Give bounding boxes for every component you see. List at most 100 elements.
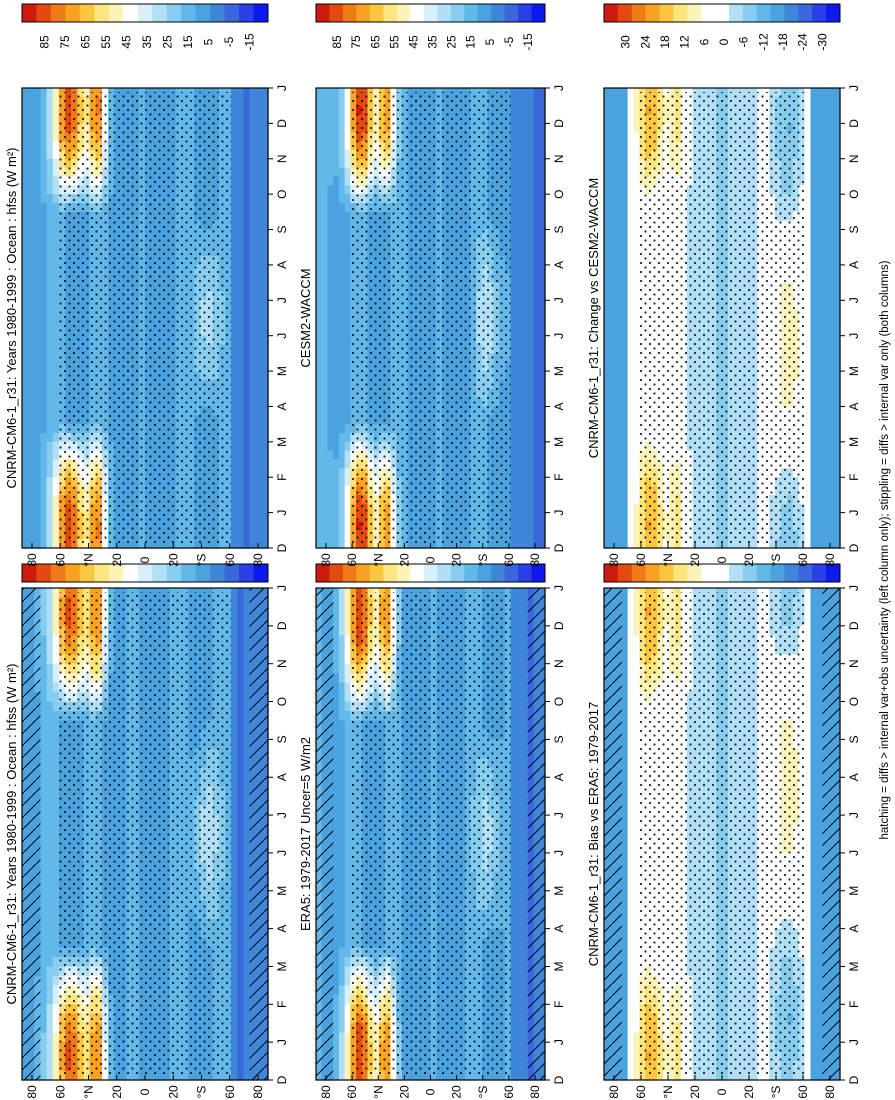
heatmap-cell [40, 692, 48, 703]
heatmap-cell [249, 521, 257, 531]
heatmap-cell [34, 494, 42, 505]
heatmap-cell [40, 291, 48, 301]
heatmap-cell [40, 1004, 48, 1015]
heatmap-cell [338, 767, 346, 778]
heatmap-cell [261, 503, 269, 514]
heatmap-cell [46, 777, 54, 788]
heatmap-cell [34, 477, 42, 487]
heatmap-cell [40, 185, 48, 195]
heatmap-cell [40, 1070, 48, 1081]
heatmap-cell [28, 123, 35, 133]
month-tick-label: J [275, 1039, 289, 1045]
heatmap-cell [28, 220, 35, 231]
lat-tick-label: °N [82, 553, 96, 566]
heatmap-cell [28, 256, 35, 266]
heatmap-cell [338, 758, 346, 769]
heatmap-cell [243, 606, 251, 617]
heatmap-cell [46, 616, 54, 627]
heatmap-cell [46, 486, 54, 496]
heatmap-cell [22, 132, 29, 142]
heatmap-cell [46, 300, 54, 310]
heatmap-cell [344, 1051, 351, 1062]
heatmap-cell [52, 247, 60, 257]
heatmap-cell [28, 247, 35, 257]
heatmap-cell [40, 335, 48, 346]
heatmap-cell [52, 141, 60, 151]
heatmap-cell [249, 379, 257, 390]
heatmap-cell [243, 415, 251, 425]
heatmap-cell [231, 1004, 238, 1015]
heatmap-cell [52, 362, 60, 372]
colorbar-swatch [369, 564, 384, 582]
heatmap-cell [231, 994, 238, 1005]
heatmap-cell [22, 203, 29, 213]
heatmap-cell [46, 362, 54, 372]
heatmap-cell [46, 185, 54, 195]
heatmap-cell [34, 512, 42, 523]
heatmap-cell [237, 711, 244, 722]
month-tick-label: J [275, 510, 289, 516]
colorbar-swatch [65, 564, 81, 582]
colorbar-swatch [239, 564, 255, 582]
colorbar-frame [21, 3, 269, 23]
heatmap-cell [231, 701, 238, 712]
month-tick-label: N [275, 154, 289, 163]
heatmap-cell [52, 777, 60, 788]
heatmap-cell [52, 211, 60, 222]
heatmap-cell [46, 1042, 54, 1053]
heatmap-cell [28, 88, 35, 98]
heatmap-cell [231, 957, 238, 968]
heatmap-cell [40, 701, 48, 712]
heatmap-cell [249, 326, 257, 337]
heatmap-cell [40, 433, 48, 443]
heatmap-cell [333, 644, 340, 655]
heatmap-cell [261, 415, 269, 425]
heatmap-cell [40, 424, 48, 434]
heatmap-cell [249, 141, 257, 151]
heatmap-cell [52, 194, 60, 204]
heatmap-cell [22, 450, 29, 461]
heatmap-cell [344, 994, 351, 1005]
heatmap-cell [34, 397, 42, 408]
heatmap-cell [46, 985, 54, 996]
heatmap-cell [237, 767, 244, 778]
heatmap-cell [243, 194, 251, 204]
heatmap-cell [22, 229, 29, 239]
heatmap-cell [40, 441, 48, 452]
heatmap-cell [261, 450, 269, 461]
heatmap-cell [249, 238, 257, 248]
heatmap-cell [333, 720, 340, 731]
heatmap-cell [338, 1023, 346, 1034]
month-tick-label: J [275, 850, 289, 856]
colorbar-swatch [36, 4, 52, 22]
heatmap-cell [344, 786, 351, 797]
heatmap-cell [46, 238, 54, 248]
heatmap-cell [40, 758, 48, 769]
heatmap-cell [243, 1061, 251, 1072]
heatmap-cell [28, 282, 35, 293]
heatmap-cell [243, 739, 251, 750]
heatmap-cell [52, 635, 60, 646]
heatmap-cell [255, 388, 263, 399]
lat-tick-label: 20 [166, 553, 180, 567]
heatmap-cell [40, 211, 48, 222]
heatmap-cell [255, 406, 263, 416]
heatmap-cell [249, 132, 257, 142]
heatmap-cell [243, 282, 251, 293]
heatmap-cell [46, 477, 54, 487]
colorbar-swatch [79, 4, 95, 22]
heatmap-cell [52, 264, 60, 275]
heatmap-cell [231, 477, 238, 487]
heatmap-cell [34, 264, 42, 275]
heatmap-cell [255, 459, 263, 469]
heatmap-cell [40, 938, 48, 949]
heatmap-cell [46, 114, 54, 124]
heatmap-cell [338, 1061, 346, 1072]
heatmap-cell [333, 1051, 340, 1062]
heatmap-cell [40, 777, 48, 788]
heatmap-cell [52, 344, 60, 354]
heatmap-cell [40, 309, 48, 319]
heatmap-cell [231, 388, 238, 399]
heatmap-cell [255, 371, 263, 381]
